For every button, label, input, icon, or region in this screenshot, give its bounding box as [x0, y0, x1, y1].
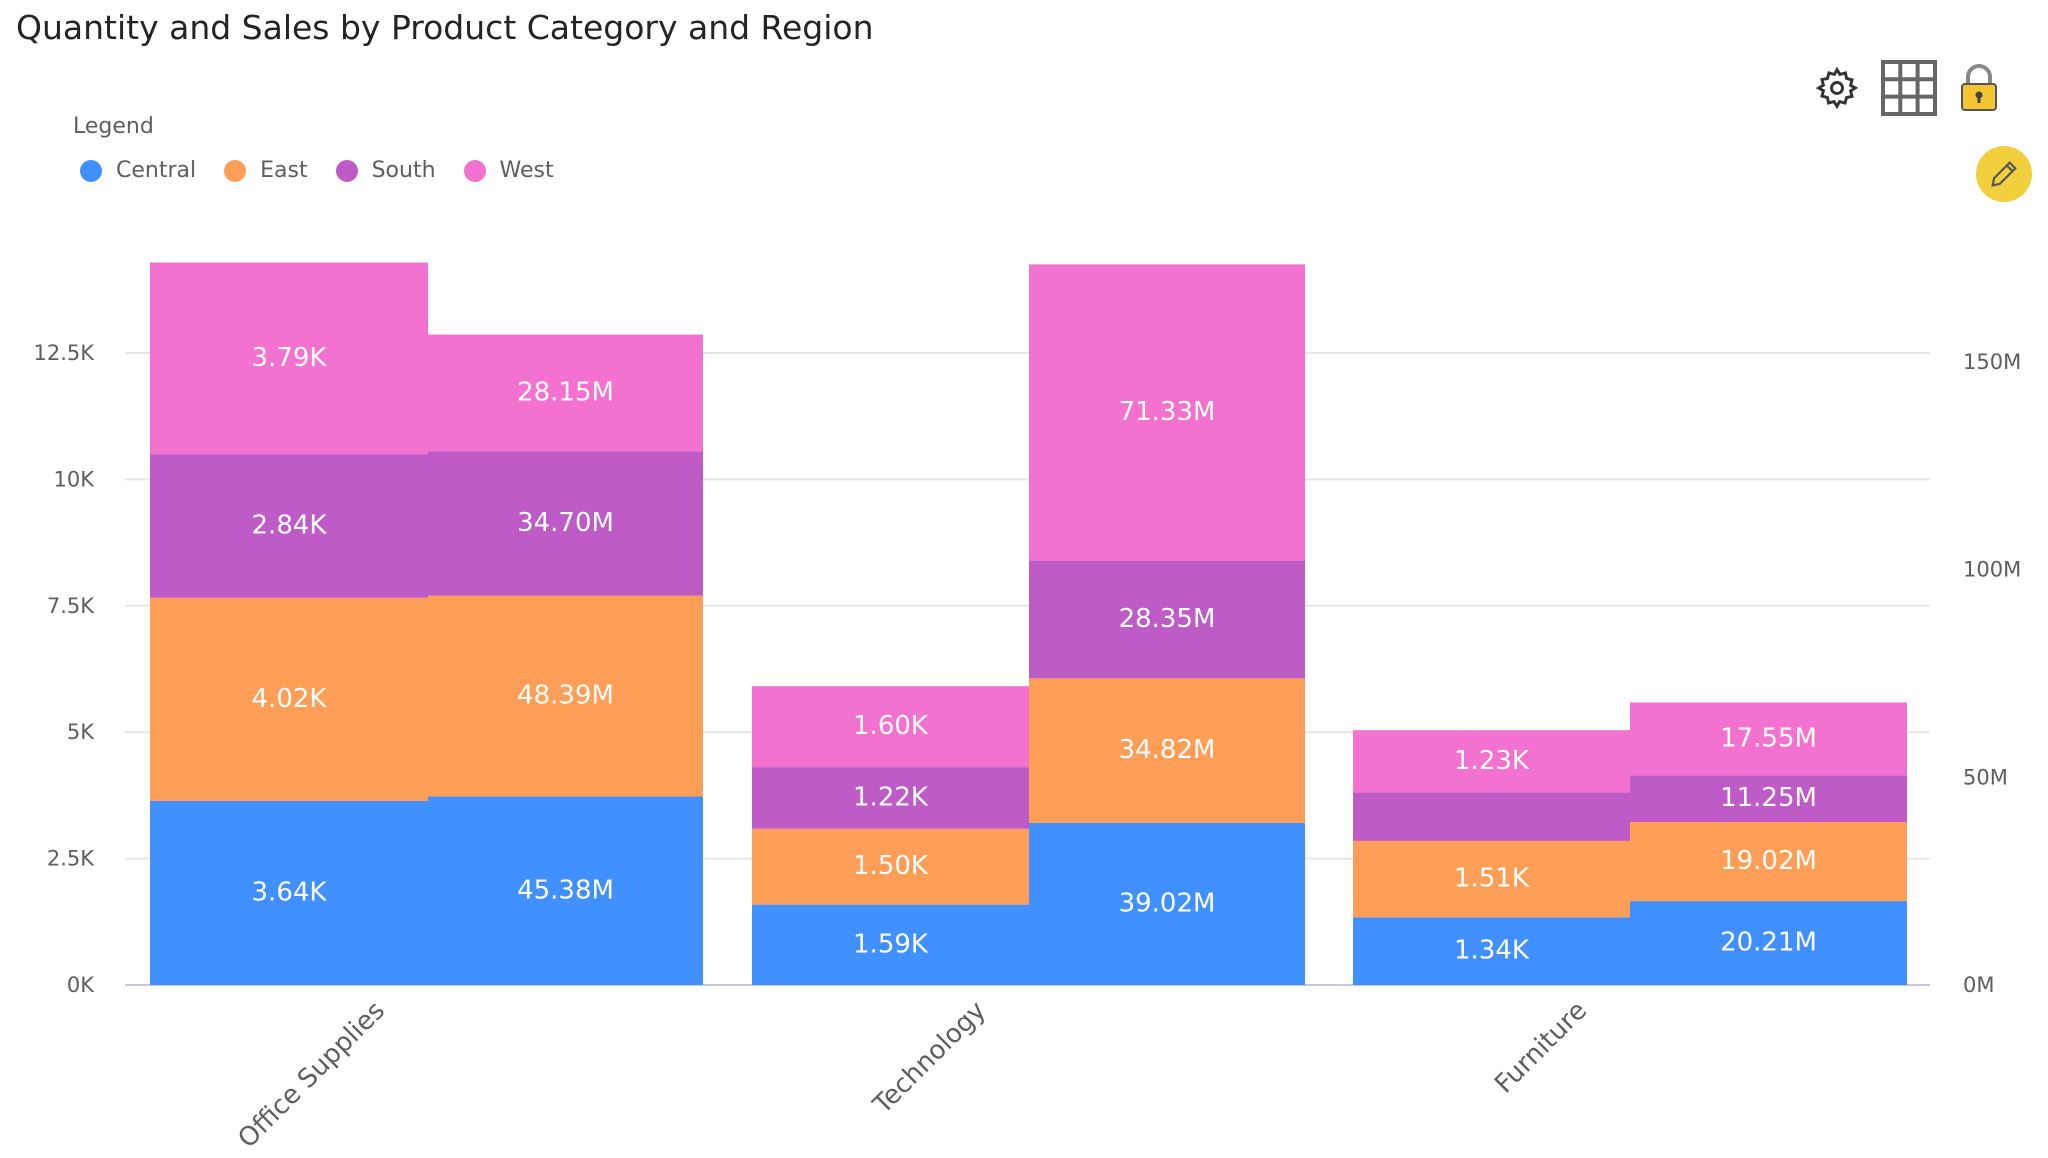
legend-label: West: [499, 158, 554, 183]
data-label: 71.33M: [1119, 397, 1216, 427]
data-labels: 3.64K 45.38M 4.02K 48.39M 2.84K 34.70M 3.79K 28…: [252, 343, 1817, 966]
bar-quantity-east: [752, 828, 1029, 905]
bar-sales-east: [1630, 822, 1907, 902]
bar-sales-south: [428, 451, 703, 596]
y-left-tick-label: 12.5K: [33, 341, 95, 365]
bar-sales-east: [428, 595, 703, 797]
bar-sales-west: [428, 334, 703, 452]
data-label: 48.39M: [517, 681, 614, 711]
bar-sales-south: [1630, 775, 1907, 823]
legend-item-west[interactable]: West: [463, 158, 554, 183]
data-label: 39.02M: [1119, 888, 1216, 918]
x-category-label: Technology: [867, 996, 992, 1121]
y-left-tick-label: 0K: [67, 973, 95, 997]
legend-dot: [463, 159, 486, 182]
data-label: 2.84K: [252, 510, 328, 540]
data-label: 45.38M: [517, 875, 614, 905]
legend: Central East South West: [80, 158, 554, 183]
lock-icon[interactable]: [1959, 64, 1999, 112]
legend-dot: [80, 159, 102, 182]
bar-sales-east: [1029, 678, 1305, 823]
bar-quantity-central: [752, 904, 1029, 985]
bar-quantity-central: [1353, 917, 1630, 985]
legend-item-central[interactable]: Central: [80, 158, 196, 183]
legend-item-east[interactable]: East: [224, 158, 308, 183]
bar-sales-central: [428, 796, 703, 985]
bars: [150, 262, 1907, 985]
bar-sales-central: [1630, 901, 1907, 985]
legend-title: Legend: [73, 114, 154, 139]
data-label: 1.34K: [1454, 936, 1530, 966]
data-label: 28.35M: [1119, 604, 1216, 634]
data-label: 3.79K: [252, 343, 328, 373]
y-right-tick-label: 100M: [1963, 558, 2021, 582]
legend-label: South: [371, 158, 436, 183]
y-left-tick-label: 5K: [67, 720, 95, 744]
y-right-tick-label: 0M: [1963, 973, 1994, 997]
data-label: 34.70M: [517, 508, 614, 538]
legend-label: Central: [116, 158, 197, 183]
legend-dot: [335, 159, 358, 182]
bar-quantity-west: [1353, 730, 1630, 793]
legend-item-south[interactable]: South: [335, 158, 436, 183]
data-label: 34.82M: [1119, 735, 1216, 765]
data-label: 1.23K: [1454, 746, 1530, 776]
bar-sales-central: [1029, 822, 1305, 985]
data-label: 1.22K: [853, 782, 929, 812]
y-left-tick-label: 2.5K: [47, 847, 95, 871]
data-label: 20.21M: [1720, 928, 1817, 958]
gear-icon[interactable]: [1815, 66, 1859, 110]
grid-icon[interactable]: [1881, 60, 1937, 116]
data-label: 17.55M: [1720, 723, 1817, 753]
legend-dot: [224, 159, 247, 182]
data-label: 1.51K: [1454, 864, 1530, 894]
x-category-label: Office Supplies: [232, 996, 390, 1154]
data-label: 1.50K: [853, 851, 929, 881]
bar-quantity-west: [150, 262, 428, 455]
bar-quantity-west: [752, 686, 1029, 768]
bar-quantity-south: [752, 767, 1029, 829]
bar-sales-west: [1029, 264, 1305, 561]
pencil-icon: [1991, 161, 2017, 187]
y-right-tick-label: 50M: [1963, 765, 2008, 789]
y-right-tick-label: 150M: [1963, 350, 2021, 374]
data-label: 1.59K: [853, 929, 929, 959]
data-label: 4.02K: [252, 684, 328, 714]
x-category-label: Furniture: [1489, 996, 1593, 1100]
data-label: 3.64K: [252, 877, 328, 907]
bar-quantity-south: [1353, 792, 1630, 841]
edit-button[interactable]: [1976, 146, 2032, 202]
y-left-tick-label: 10K: [54, 467, 96, 491]
bar-quantity-east: [1353, 840, 1630, 918]
data-label: 1.60K: [853, 711, 929, 741]
data-label: 19.02M: [1720, 846, 1817, 876]
bar-quantity-central: [150, 800, 428, 985]
bar-quantity-east: [150, 597, 428, 801]
data-label: 28.15M: [517, 378, 614, 408]
chart-title: Quantity and Sales by Product Category a…: [16, 8, 874, 47]
data-label: 11.25M: [1720, 783, 1817, 813]
bar-quantity-south: [150, 454, 428, 598]
legend-label: East: [260, 158, 308, 183]
bar-sales-west: [1630, 702, 1907, 776]
y-left-tick-label: 7.5K: [47, 594, 95, 618]
visual-toolbar: [1815, 60, 1999, 116]
bar-sales-south: [1029, 560, 1305, 679]
